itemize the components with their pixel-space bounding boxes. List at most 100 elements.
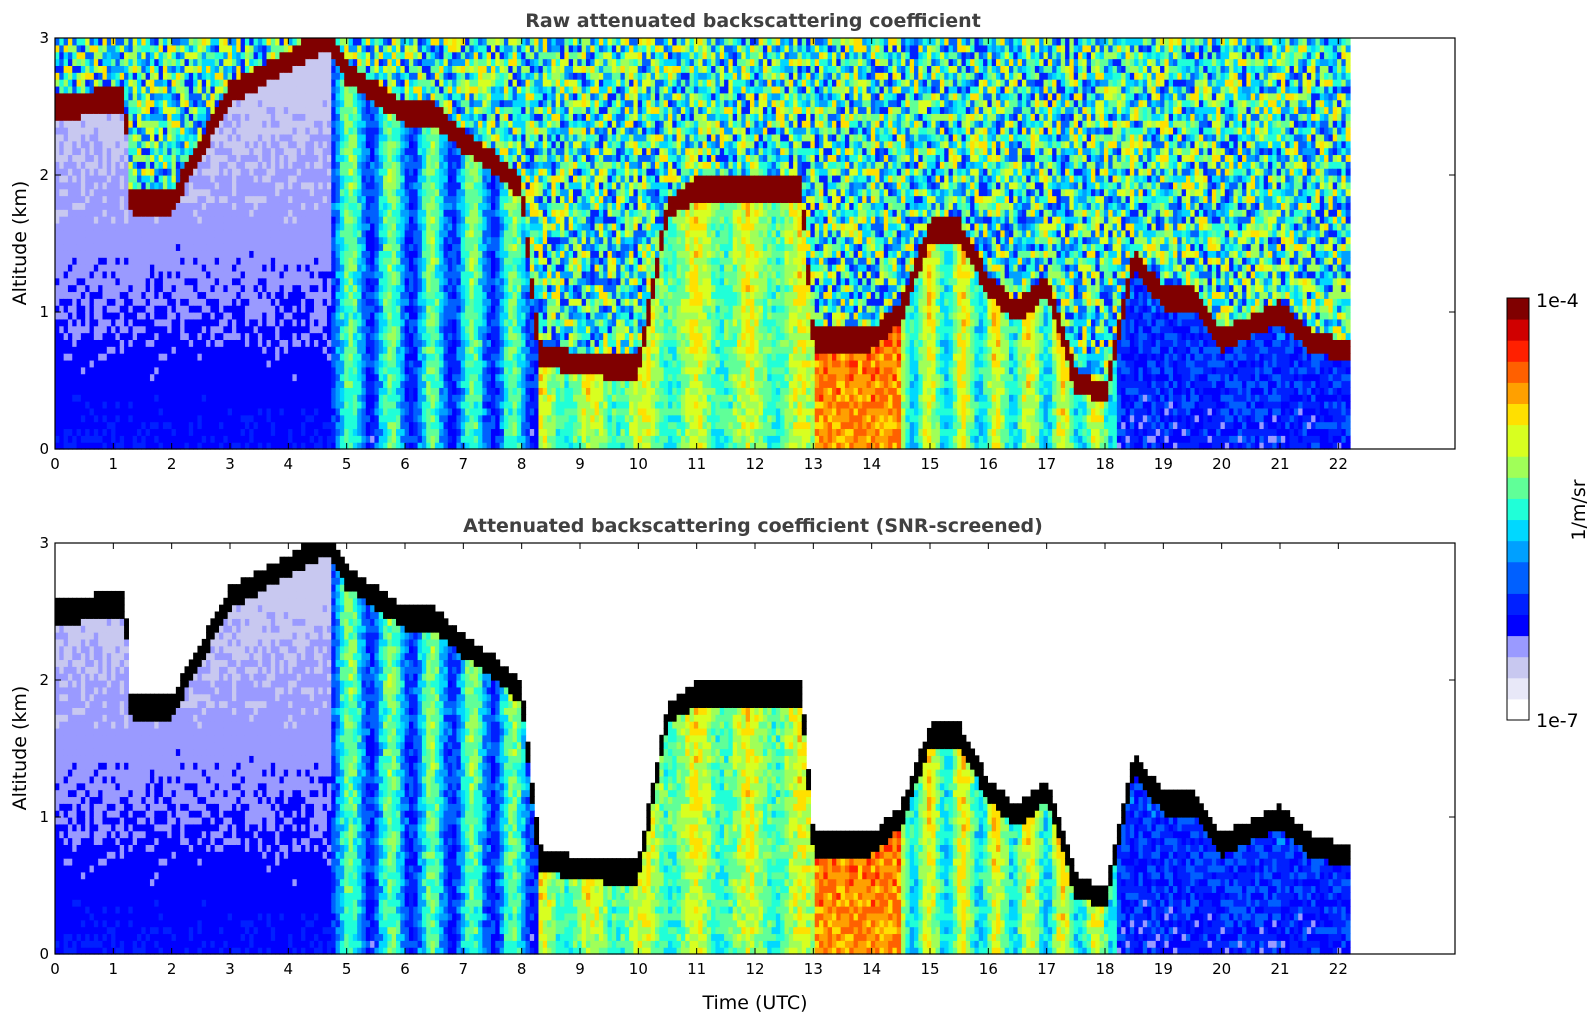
heatmap-cell <box>64 285 69 292</box>
heatmap-cell <box>90 435 95 442</box>
heatmap-cell <box>111 408 116 415</box>
heatmap-cell <box>115 38 120 45</box>
heatmap-cell <box>172 422 177 429</box>
heatmap-cell <box>77 312 82 319</box>
heatmap-cell <box>120 394 125 401</box>
heatmap-cell <box>163 415 168 422</box>
heatmap-cell <box>85 196 90 203</box>
heatmap-cell <box>167 374 172 381</box>
heatmap-cell <box>59 113 64 120</box>
heatmap-cell <box>85 264 90 271</box>
heatmap-cell <box>55 161 60 168</box>
heatmap-cell <box>64 100 69 107</box>
heatmap-cell <box>137 189 142 196</box>
heatmap-cell <box>159 346 164 353</box>
heatmap-cell <box>77 223 82 230</box>
heatmap-cell <box>107 72 112 79</box>
heatmap-cell <box>107 196 112 203</box>
heatmap-cell <box>141 237 146 244</box>
heatmap-cell <box>72 154 77 161</box>
heatmap-cell <box>77 93 82 100</box>
heatmap-cell <box>81 415 86 422</box>
heatmap-cell <box>90 182 95 189</box>
heatmap-cell <box>77 134 82 141</box>
heatmap-cell <box>111 387 116 394</box>
heatmap-cell <box>85 38 90 45</box>
heatmap-cell <box>159 113 164 120</box>
heatmap-cell <box>64 161 69 168</box>
heatmap-cell <box>72 134 77 141</box>
heatmap-cell <box>107 182 112 189</box>
heatmap-cell <box>150 120 155 127</box>
heatmap-cell <box>172 244 177 251</box>
heatmap-cell <box>94 326 99 333</box>
heatmap-cell <box>107 168 112 175</box>
heatmap-cell <box>85 65 90 72</box>
heatmap-cell <box>150 65 155 72</box>
heatmap-cell <box>128 72 133 79</box>
heatmap-cell <box>120 45 125 52</box>
heatmap-cell <box>94 93 99 100</box>
heatmap-cell <box>102 291 107 298</box>
heatmap-cell <box>146 271 151 278</box>
heatmap-cell <box>81 230 86 237</box>
heatmap-cell <box>172 100 177 107</box>
heatmap-cell <box>68 271 73 278</box>
heatmap-cell <box>77 72 82 79</box>
heatmap-cell <box>124 257 129 264</box>
heatmap-cell <box>176 107 181 114</box>
heatmap-cell <box>128 189 133 196</box>
heatmap-cell <box>167 339 172 346</box>
heatmap-cell <box>154 244 159 251</box>
heatmap-cell <box>64 401 69 408</box>
heatmap-cell <box>77 175 82 182</box>
heatmap-cell <box>163 59 168 66</box>
heatmap-cell <box>64 244 69 251</box>
heatmap-cell <box>141 216 146 223</box>
heatmap-cell <box>141 65 146 72</box>
heatmap-cell <box>77 209 82 216</box>
heatmap-cell <box>163 161 168 168</box>
heatmap-cell <box>85 45 90 52</box>
heatmap-cell <box>102 408 107 415</box>
heatmap-cell <box>81 374 86 381</box>
heatmap-cell <box>98 360 103 367</box>
heatmap-cell <box>90 353 95 360</box>
heatmap-cell <box>172 196 177 203</box>
heatmap-cell <box>111 250 116 257</box>
heatmap-cell <box>167 141 172 148</box>
heatmap-cell <box>120 326 125 333</box>
heatmap-cell <box>81 65 86 72</box>
heatmap-cell <box>163 244 168 251</box>
heatmap-cell <box>159 339 164 346</box>
heatmap-cell <box>85 230 90 237</box>
heatmap-cell <box>128 141 133 148</box>
heatmap-cell <box>94 367 99 374</box>
heatmap-cell <box>120 196 125 203</box>
heatmap-cell <box>159 79 164 86</box>
heatmap-cell <box>98 120 103 127</box>
heatmap-cell <box>146 216 151 223</box>
heatmap-cell <box>172 360 177 367</box>
heatmap-cell <box>64 250 69 257</box>
heatmap-cell <box>107 257 112 264</box>
heatmap-cell <box>172 65 177 72</box>
heatmap-cell <box>133 38 138 45</box>
heatmap-cell <box>81 250 86 257</box>
heatmap-cell <box>124 182 129 189</box>
heatmap-cell <box>124 79 129 86</box>
heatmap-cell <box>128 107 133 114</box>
heatmap-cell <box>128 38 133 45</box>
heatmap-cell <box>154 189 159 196</box>
heatmap-cell <box>150 415 155 422</box>
heatmap-cell <box>59 305 64 312</box>
heatmap-cell <box>159 401 164 408</box>
heatmap-cell <box>154 312 159 319</box>
heatmap-cell <box>172 367 177 374</box>
heatmap-cell <box>115 65 120 72</box>
heatmap-cell <box>77 161 82 168</box>
heatmap-cell <box>107 319 112 326</box>
heatmap-cell <box>72 305 77 312</box>
heatmap-cell <box>124 374 129 381</box>
heatmap-cell <box>172 182 177 189</box>
